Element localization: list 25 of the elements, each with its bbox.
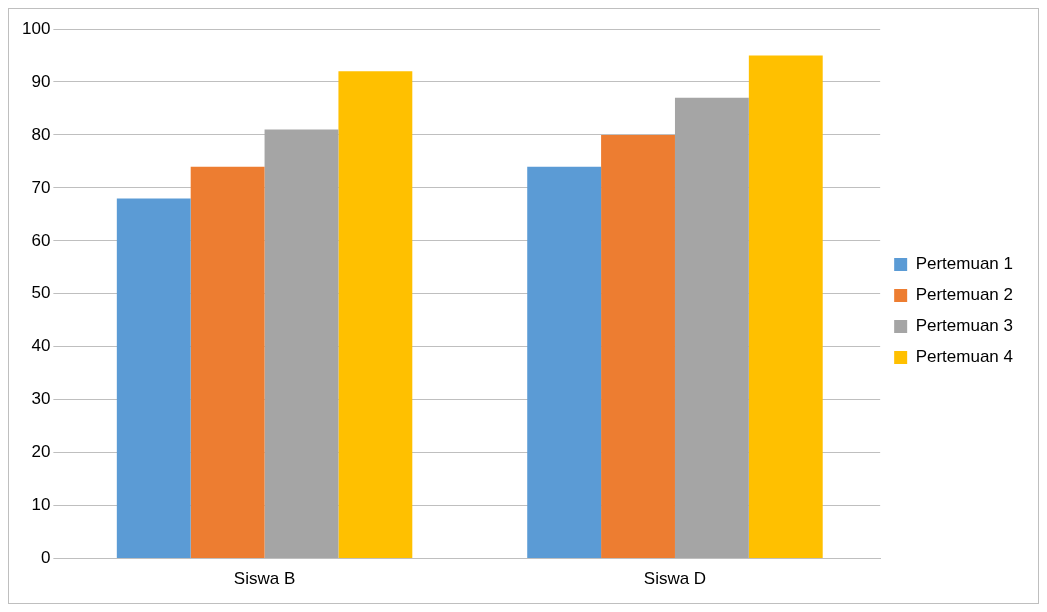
y-tick-label: 50 [31,283,51,303]
bar [674,97,749,559]
y-tick-label: 80 [31,124,51,144]
bar [338,71,413,559]
x-tick-label: Siswa D [643,569,707,589]
x-tick-label: Siswa B [233,569,296,589]
y-tick-label: 40 [31,336,51,356]
y-tick-label: 30 [31,389,51,409]
bar [264,129,339,559]
bar [748,55,823,559]
bar [601,134,675,559]
legend-label: Pertemuan 2 [915,285,1014,305]
bar [116,198,191,559]
legend-label: Pertemuan 3 [915,316,1014,336]
y-tick-label: 20 [31,442,51,462]
y-tick-label: 60 [31,230,51,250]
bar [190,166,265,559]
y-tick-label: 70 [31,177,51,197]
y-tick-label: 90 [31,71,51,91]
bar [527,166,602,559]
y-tick-label: 10 [31,495,51,515]
y-tick-label: 0 [40,548,51,568]
legend-label: Pertemuan 4 [915,347,1014,367]
legend-label: Pertemuan 1 [915,254,1014,274]
y-tick-label: 100 [21,18,51,38]
